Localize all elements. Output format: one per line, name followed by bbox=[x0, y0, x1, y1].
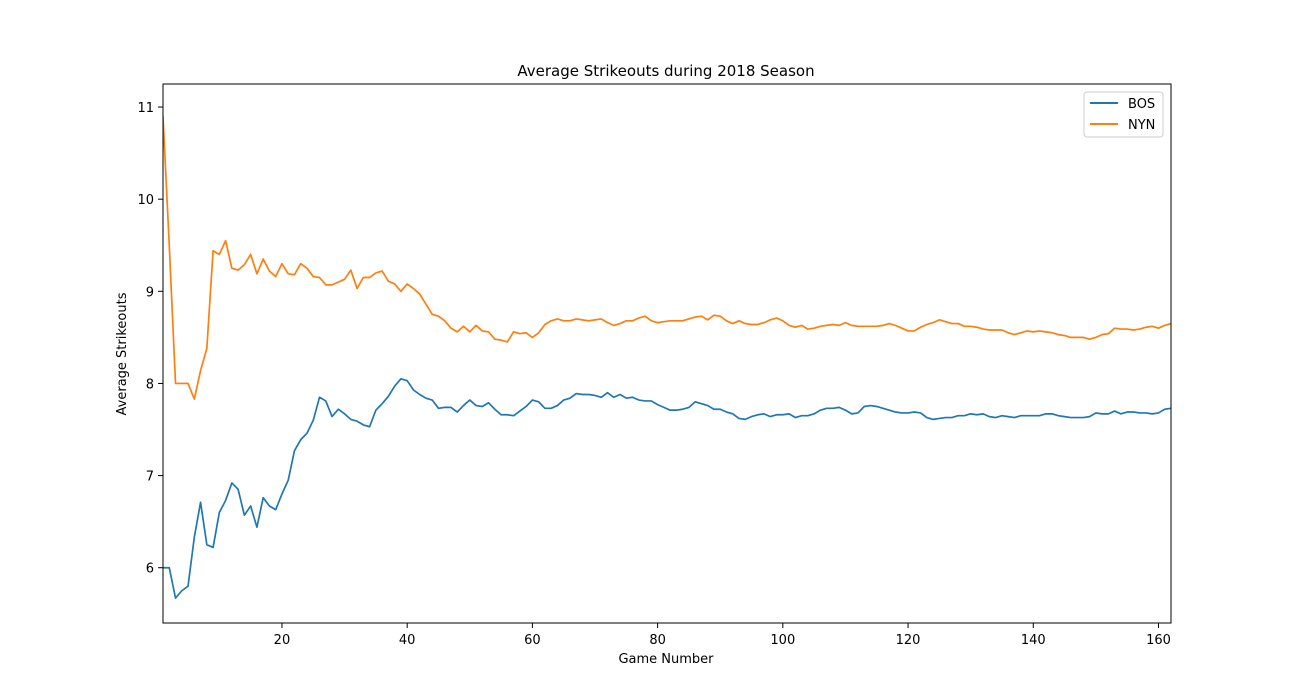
x-tick-label: 20 bbox=[274, 633, 291, 648]
legend-label-nyn: NYN bbox=[1128, 118, 1155, 133]
y-tick-label: 6 bbox=[146, 562, 154, 577]
chart-title: Average Strikeouts during 2018 Season bbox=[517, 62, 814, 80]
x-tick-label: 100 bbox=[770, 633, 795, 648]
series-line-bos bbox=[163, 377, 1171, 599]
y-tick-label: 9 bbox=[146, 285, 154, 300]
legend-label-bos: BOS bbox=[1128, 97, 1155, 112]
x-tick-label: 60 bbox=[524, 633, 541, 648]
y-tick-label: 7 bbox=[146, 470, 154, 485]
x-tick-label: 40 bbox=[399, 633, 416, 648]
y-tick-label: 11 bbox=[137, 101, 154, 116]
y-axis-label: Average Strikeouts bbox=[115, 292, 130, 415]
y-tick-label: 10 bbox=[137, 193, 154, 208]
x-tick-label: 140 bbox=[1021, 633, 1046, 648]
series-line-nyn bbox=[163, 116, 1171, 400]
series-lines bbox=[163, 116, 1171, 599]
plot-frame bbox=[162, 83, 1172, 624]
y-tick-label: 8 bbox=[146, 377, 154, 392]
y-axis: 6 7 8 9 10 11 bbox=[137, 101, 163, 577]
x-tick-label: 80 bbox=[649, 633, 666, 648]
x-tick-label: 120 bbox=[896, 633, 921, 648]
legend: BOS NYN bbox=[1083, 91, 1164, 138]
x-axis-label: Game Number bbox=[618, 652, 714, 667]
x-axis: 20 40 60 80 100 120 140 160 bbox=[274, 623, 1171, 648]
x-tick-label: 160 bbox=[1146, 633, 1171, 648]
